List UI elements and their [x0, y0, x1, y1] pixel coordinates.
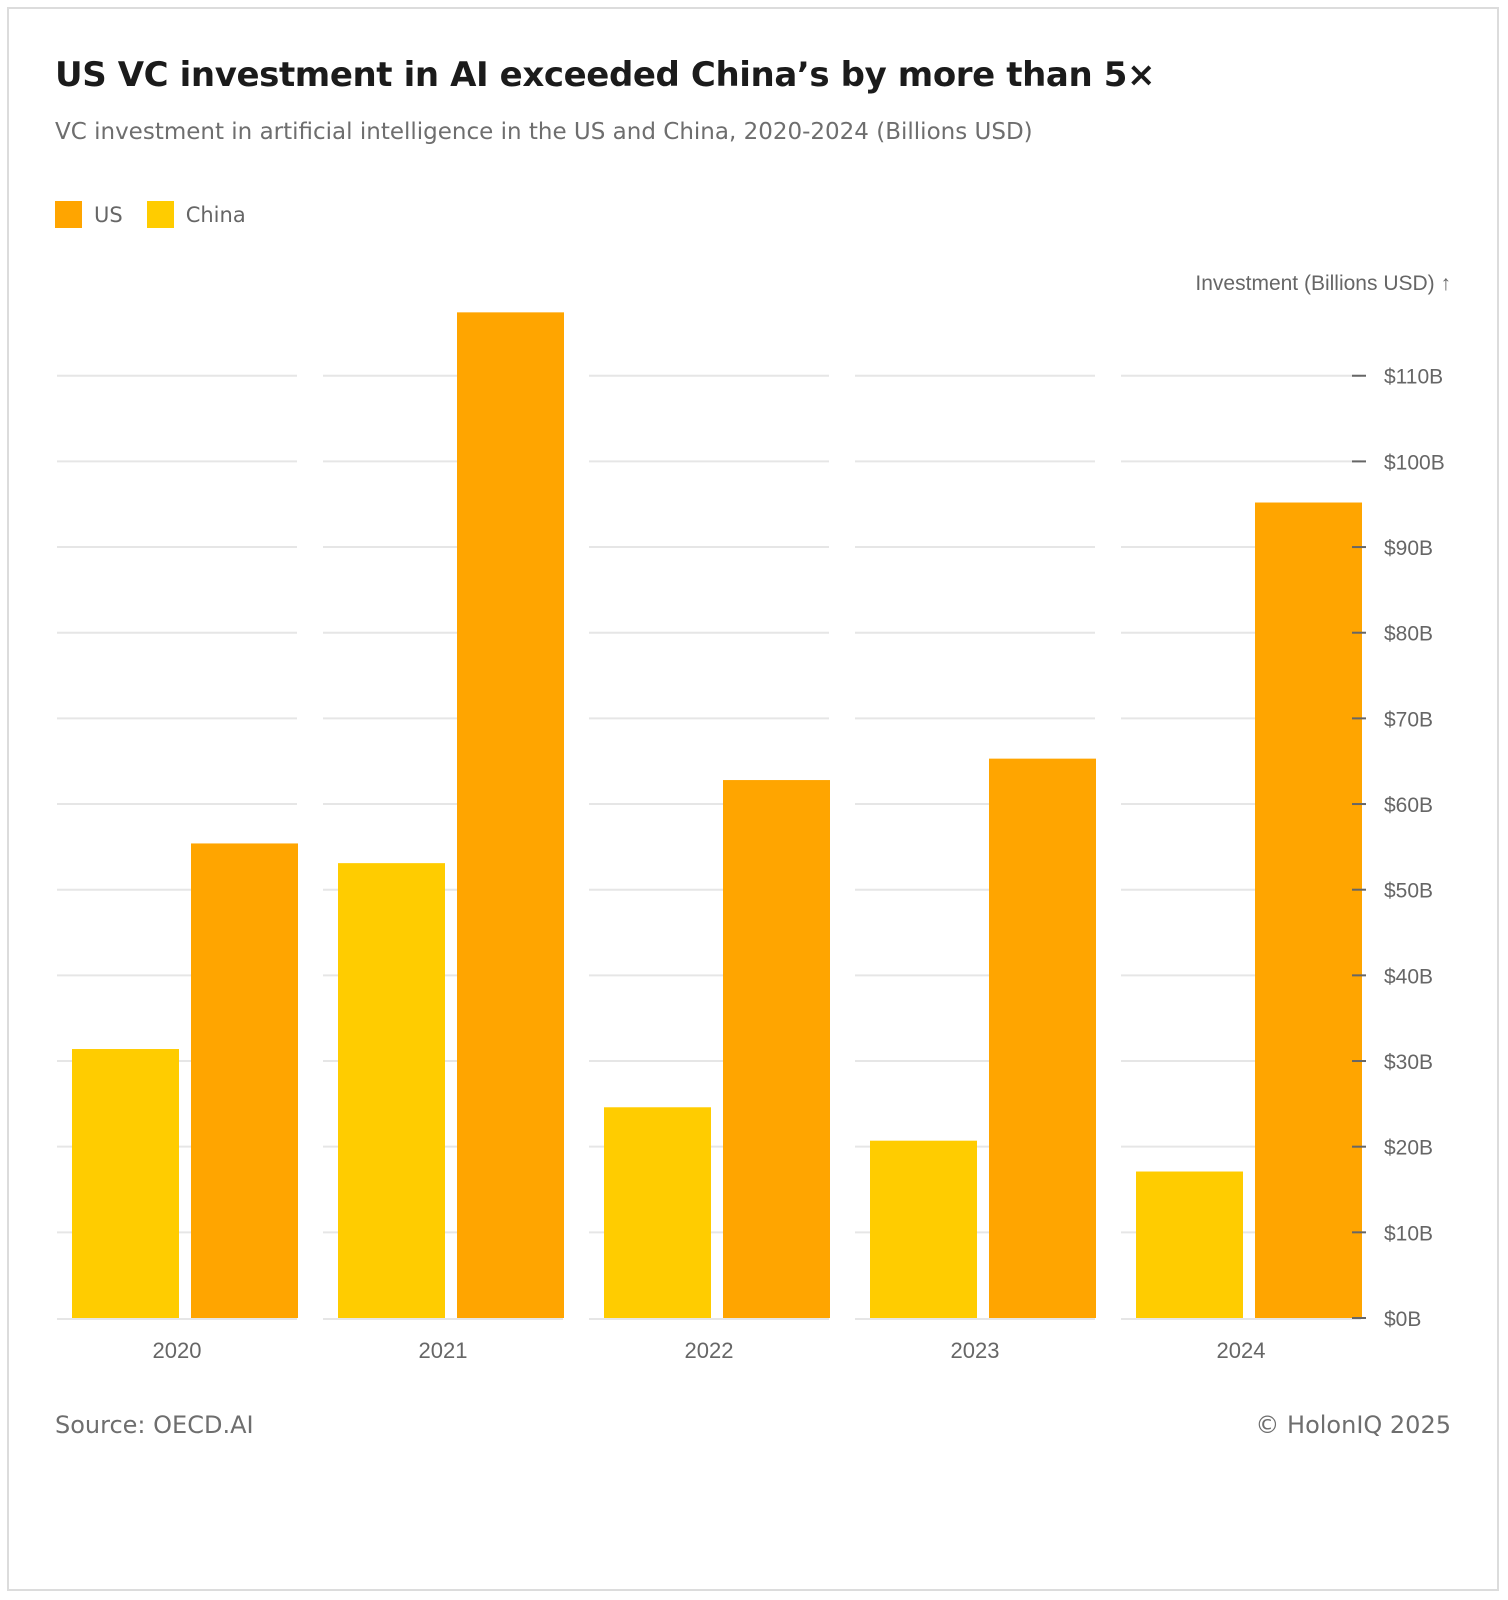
chart-title: US VC investment in AI exceeded China’s …	[55, 55, 1156, 95]
bar-china-2023[interactable]	[870, 1140, 977, 1318]
y-axis: $0B $10B $20B $30B $40B $50B $60B $70B $80B $90B $…	[1352, 366, 1445, 1331]
x-tick-label: 2023	[951, 1338, 1000, 1363]
legend-item-us[interactable]: US	[55, 201, 123, 228]
x-tick-label: 2024	[1217, 1338, 1266, 1363]
source-note: Source: OECD.AI	[55, 1411, 254, 1439]
legend-label-us: US	[94, 202, 123, 227]
legend-swatch-china	[146, 201, 174, 228]
x-tick-label: 2021	[419, 1338, 468, 1363]
bar-china-2020[interactable]	[72, 1049, 179, 1318]
bars	[72, 312, 1362, 1319]
y-tick-label: $100B	[1384, 451, 1445, 474]
legend: US China	[55, 201, 270, 228]
y-tick-label: $70B	[1384, 708, 1433, 731]
y-tick-label: $40B	[1384, 965, 1433, 988]
y-tick-label: $110B	[1384, 366, 1443, 389]
y-tick-label: $30B	[1384, 1051, 1433, 1074]
bar-china-2024[interactable]	[1136, 1171, 1243, 1318]
copyright-note: © HolonIQ 2025	[1255, 1411, 1451, 1439]
y-tick-label: $60B	[1384, 794, 1433, 817]
y-tick-label: $80B	[1384, 623, 1433, 646]
y-tick-label: $90B	[1384, 537, 1433, 560]
y-axis-label: Investment (Billions USD) ↑	[1195, 272, 1451, 295]
bar-us-2022[interactable]	[723, 780, 830, 1318]
y-tick-label: $20B	[1384, 1137, 1433, 1160]
bar-us-2024[interactable]	[1255, 502, 1362, 1318]
legend-swatch-us	[55, 201, 82, 228]
bar-china-2021[interactable]	[338, 863, 445, 1318]
bar-china-2022[interactable]	[604, 1107, 711, 1318]
x-tick-label: 2020	[153, 1338, 202, 1363]
y-tick-label: $10B	[1384, 1222, 1433, 1245]
bar-us-2020[interactable]	[191, 843, 298, 1318]
bar-us-2023[interactable]	[989, 758, 1096, 1318]
bar-us-2021[interactable]	[457, 312, 564, 1319]
x-tick-label: 2022	[685, 1338, 734, 1363]
x-axis: 2020 2021 2022 2023 2024	[153, 1338, 1266, 1363]
legend-item-china[interactable]: China	[146, 201, 246, 228]
chart-subtitle: VC investment in artificial intelligence…	[55, 119, 1033, 145]
legend-label-china: China	[185, 202, 246, 227]
y-tick-label: $0B	[1384, 1308, 1421, 1331]
y-tick-label: $50B	[1384, 880, 1433, 903]
